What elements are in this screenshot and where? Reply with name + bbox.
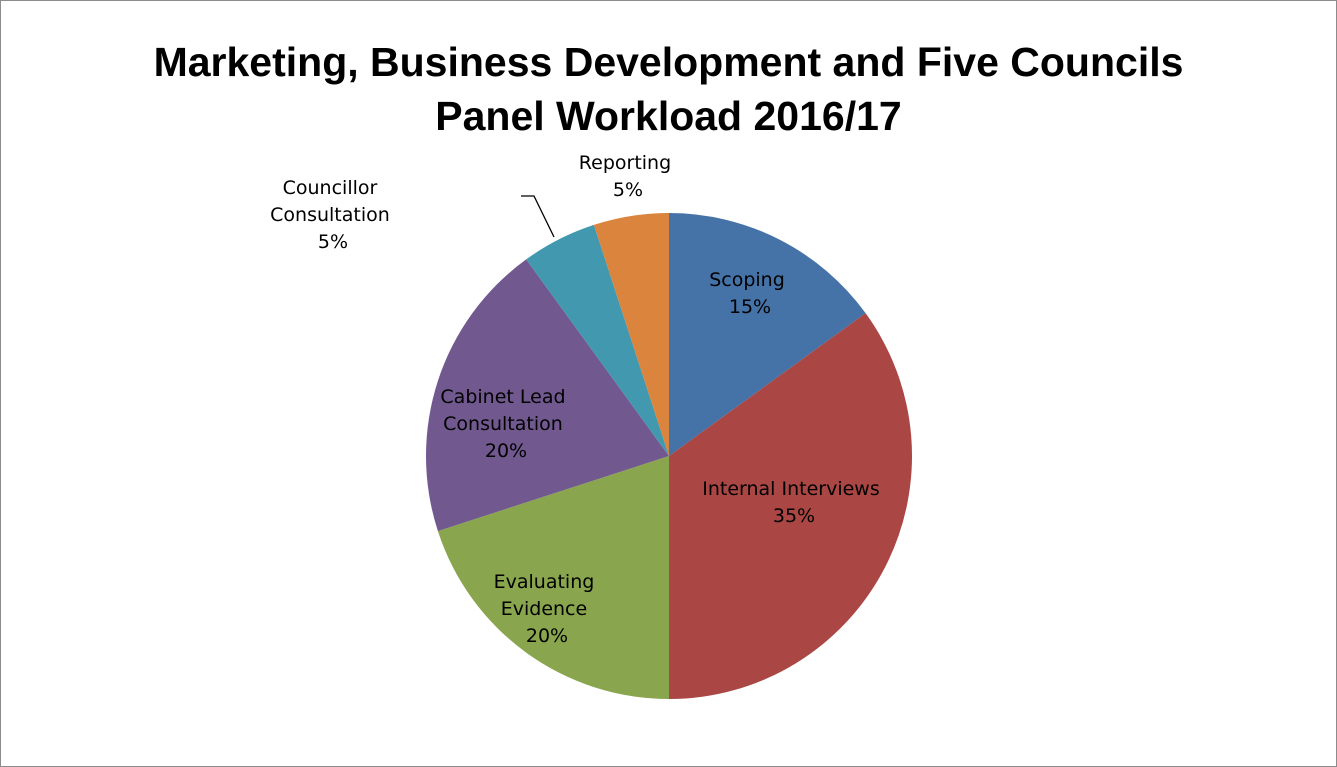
label-internal-interviews: Internal Interviews 35%	[702, 478, 886, 527]
slice-labels: Scoping 15% Internal Interviews 35% Eval…	[270, 152, 886, 647]
label-evaluating-evidence-pct: 20%	[526, 625, 568, 647]
label-reporting-line-1: Reporting	[579, 152, 671, 174]
pie-slice-reporting	[593, 213, 669, 456]
label-cabinet-lead-consultation: Cabinet Lead Consultation 20%	[440, 386, 571, 462]
leader-line-councillor-consultation	[521, 195, 555, 238]
label-cabinet-lead-consultation-line-1: Cabinet Lead	[440, 386, 565, 408]
label-evaluating-evidence: Evaluating Evidence 20%	[494, 571, 601, 647]
label-evaluating-evidence-line-1: Evaluating	[494, 571, 595, 593]
label-cabinet-lead-consultation-line-2: Consultation	[443, 413, 563, 435]
label-councillor-consultation-line-1: Councillor	[283, 177, 378, 199]
chart-title-line-2: Panel Workload 2016/17	[435, 93, 902, 139]
label-councillor-consultation-line-2: Consultation	[270, 204, 390, 226]
pie-slice-councillor-consultation	[526, 224, 669, 456]
label-scoping: Scoping 15%	[709, 269, 791, 318]
pie-slice-scoping	[669, 213, 866, 456]
label-cabinet-lead-consultation-pct: 20%	[485, 440, 527, 462]
pie-slice-internal-interviews	[669, 313, 912, 699]
label-internal-interviews-line-1: Internal Interviews	[702, 478, 880, 500]
label-councillor-consultation: Councillor Consultation 5%	[270, 177, 396, 253]
chart-title-line-1: Marketing, Business Development and Five…	[153, 39, 1184, 85]
label-reporting: Reporting 5%	[579, 152, 677, 201]
pie-slices	[425, 213, 912, 699]
label-internal-interviews-pct: 35%	[773, 505, 815, 527]
pie-slice-cabinet-lead-consultation	[425, 259, 669, 532]
label-scoping-pct: 15%	[729, 296, 771, 318]
chart-title: Marketing, Business Development and Five…	[1, 35, 1336, 143]
pie-slice-evaluating-evidence	[437, 456, 669, 699]
label-reporting-pct: 5%	[613, 179, 643, 201]
label-scoping-line-1: Scoping	[709, 269, 785, 291]
label-councillor-consultation-pct: 5%	[318, 231, 348, 253]
label-evaluating-evidence-line-2: Evidence	[501, 598, 587, 620]
